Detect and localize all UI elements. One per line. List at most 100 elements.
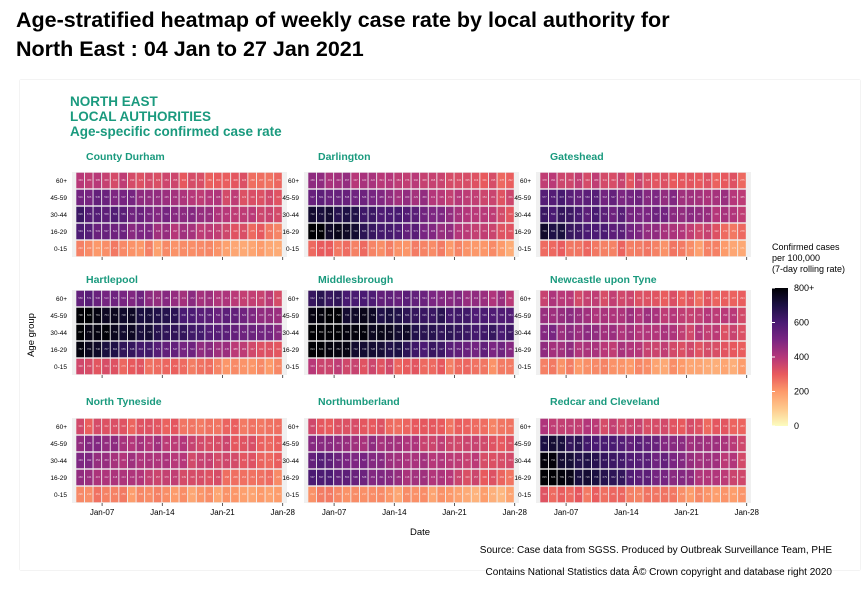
heatmap-cell bbox=[162, 206, 170, 223]
cell-value-label: 533 bbox=[96, 229, 101, 233]
heatmap-cell bbox=[677, 358, 686, 375]
heatmap-cell bbox=[394, 172, 402, 189]
heatmap-cell bbox=[385, 435, 394, 452]
cell-value-label: 386 bbox=[723, 475, 728, 479]
heatmap-cell bbox=[76, 486, 84, 503]
cell-value-label: 391 bbox=[508, 296, 513, 300]
cell-value-label: 274 bbox=[388, 424, 393, 428]
cell-value-label: 537 bbox=[310, 195, 315, 199]
cell-value-label: 579 bbox=[96, 212, 101, 216]
heatmap-cell bbox=[540, 189, 548, 206]
cell-value-label: 280 bbox=[465, 364, 470, 368]
heatmap-cell bbox=[428, 452, 437, 469]
cell-value-label: 423 bbox=[362, 178, 367, 182]
heatmap-cell bbox=[506, 469, 514, 486]
cell-value-label: 322 bbox=[646, 296, 651, 300]
heatmap-cell bbox=[720, 452, 729, 469]
cell-value-label: 375 bbox=[706, 330, 711, 334]
age-label: 0-15 bbox=[286, 246, 299, 253]
cell-value-label: 284 bbox=[259, 458, 264, 462]
cell-value-label: 494 bbox=[439, 212, 444, 216]
heatmap-cell bbox=[325, 240, 334, 257]
legend-title-line: (7-day rolling rate) bbox=[772, 264, 845, 274]
cell-value-label: 642 bbox=[328, 296, 333, 300]
heatmap-cell bbox=[153, 469, 162, 486]
cell-value-label: 786 bbox=[345, 330, 350, 334]
cell-value-label: 443 bbox=[388, 458, 393, 462]
cell-value-label: 536 bbox=[96, 296, 101, 300]
cell-value-label: 274 bbox=[474, 424, 479, 428]
cell-value-label: 365 bbox=[259, 296, 264, 300]
figure-heading-authorities: LOCAL AUTHORITIES bbox=[70, 109, 211, 124]
cell-value-label: 399 bbox=[182, 458, 187, 462]
cell-value-label: 343 bbox=[740, 458, 745, 462]
cell-value-label: 711 bbox=[560, 441, 565, 445]
cell-value-label: 651 bbox=[568, 441, 573, 445]
heatmap-cell bbox=[368, 290, 377, 307]
cell-value-label: 200 bbox=[680, 364, 685, 368]
heatmap-cell bbox=[617, 435, 626, 452]
heatmap-cell bbox=[222, 486, 231, 503]
cell-value-label: 439 bbox=[216, 347, 221, 351]
heatmap-cell bbox=[110, 358, 119, 375]
heatmap-cell bbox=[239, 358, 248, 375]
heatmap-cell bbox=[729, 469, 738, 486]
cell-value-label: 495 bbox=[139, 229, 144, 233]
cell-value-label: 445 bbox=[225, 347, 230, 351]
heatmap-cell bbox=[84, 324, 93, 341]
heatmap-cell bbox=[617, 324, 626, 341]
cell-value-label: 701 bbox=[542, 441, 547, 445]
heatmap-cell bbox=[196, 435, 205, 452]
heatmap-cell bbox=[548, 358, 557, 375]
heatmap-cell bbox=[93, 452, 102, 469]
heatmap-cell bbox=[162, 418, 170, 435]
cell-value-label: 311 bbox=[96, 364, 101, 368]
heatmap-cell bbox=[729, 189, 738, 206]
cell-value-label: 778 bbox=[310, 313, 315, 317]
cell-value-label: 352 bbox=[225, 458, 230, 462]
heatmap-cell bbox=[274, 189, 282, 206]
cell-value-label: 676 bbox=[336, 212, 341, 216]
cell-value-label: 292 bbox=[457, 424, 462, 428]
cell-value-label: 414 bbox=[439, 475, 444, 479]
heatmap-cell bbox=[76, 290, 84, 307]
heatmap-cell bbox=[231, 358, 239, 375]
cell-value-label: 340 bbox=[585, 178, 590, 182]
cell-value-label: 380 bbox=[594, 178, 599, 182]
heatmap-cell bbox=[540, 341, 548, 358]
cell-value-label: 324 bbox=[345, 424, 350, 428]
heatmap-cell bbox=[402, 223, 411, 240]
cell-value-label: 665 bbox=[362, 229, 367, 233]
cell-value-label: 647 bbox=[603, 458, 608, 462]
cell-value-label: 832 bbox=[310, 229, 315, 233]
cell-value-label: 603 bbox=[603, 441, 608, 445]
heatmap-cell bbox=[591, 486, 600, 503]
heatmap-cell bbox=[686, 486, 695, 503]
cell-value-label: 357 bbox=[628, 424, 633, 428]
cell-value-label: 182 bbox=[457, 492, 462, 496]
heatmap-cell bbox=[188, 240, 196, 257]
cell-value-label: 433 bbox=[156, 229, 161, 233]
cell-value-label: 172 bbox=[268, 246, 273, 250]
cell-value-label: 578 bbox=[551, 195, 556, 199]
cell-value-label: 404 bbox=[465, 212, 470, 216]
cell-value-label: 664 bbox=[405, 313, 410, 317]
cell-value-label: 392 bbox=[414, 178, 419, 182]
heatmap-cell bbox=[102, 240, 110, 257]
heatmap-cell bbox=[351, 307, 359, 324]
cell-value-label: 599 bbox=[482, 313, 487, 317]
heatmap-cell bbox=[437, 452, 445, 469]
legend-tick-label: 800+ bbox=[794, 283, 814, 293]
heatmap-cell bbox=[677, 290, 686, 307]
cell-value-label: 432 bbox=[396, 195, 401, 199]
cell-value-label: 477 bbox=[319, 441, 324, 445]
cell-value-label: 494 bbox=[113, 195, 118, 199]
cell-value-label: 412 bbox=[104, 475, 109, 479]
heatmap-cell bbox=[583, 290, 591, 307]
heatmap-cell bbox=[308, 172, 316, 189]
heatmap-cell bbox=[76, 240, 84, 257]
cell-value-label: 275 bbox=[250, 229, 255, 233]
cell-value-label: 257 bbox=[508, 475, 513, 479]
cell-value-label: 491 bbox=[130, 296, 135, 300]
cell-value-label: 602 bbox=[611, 441, 616, 445]
